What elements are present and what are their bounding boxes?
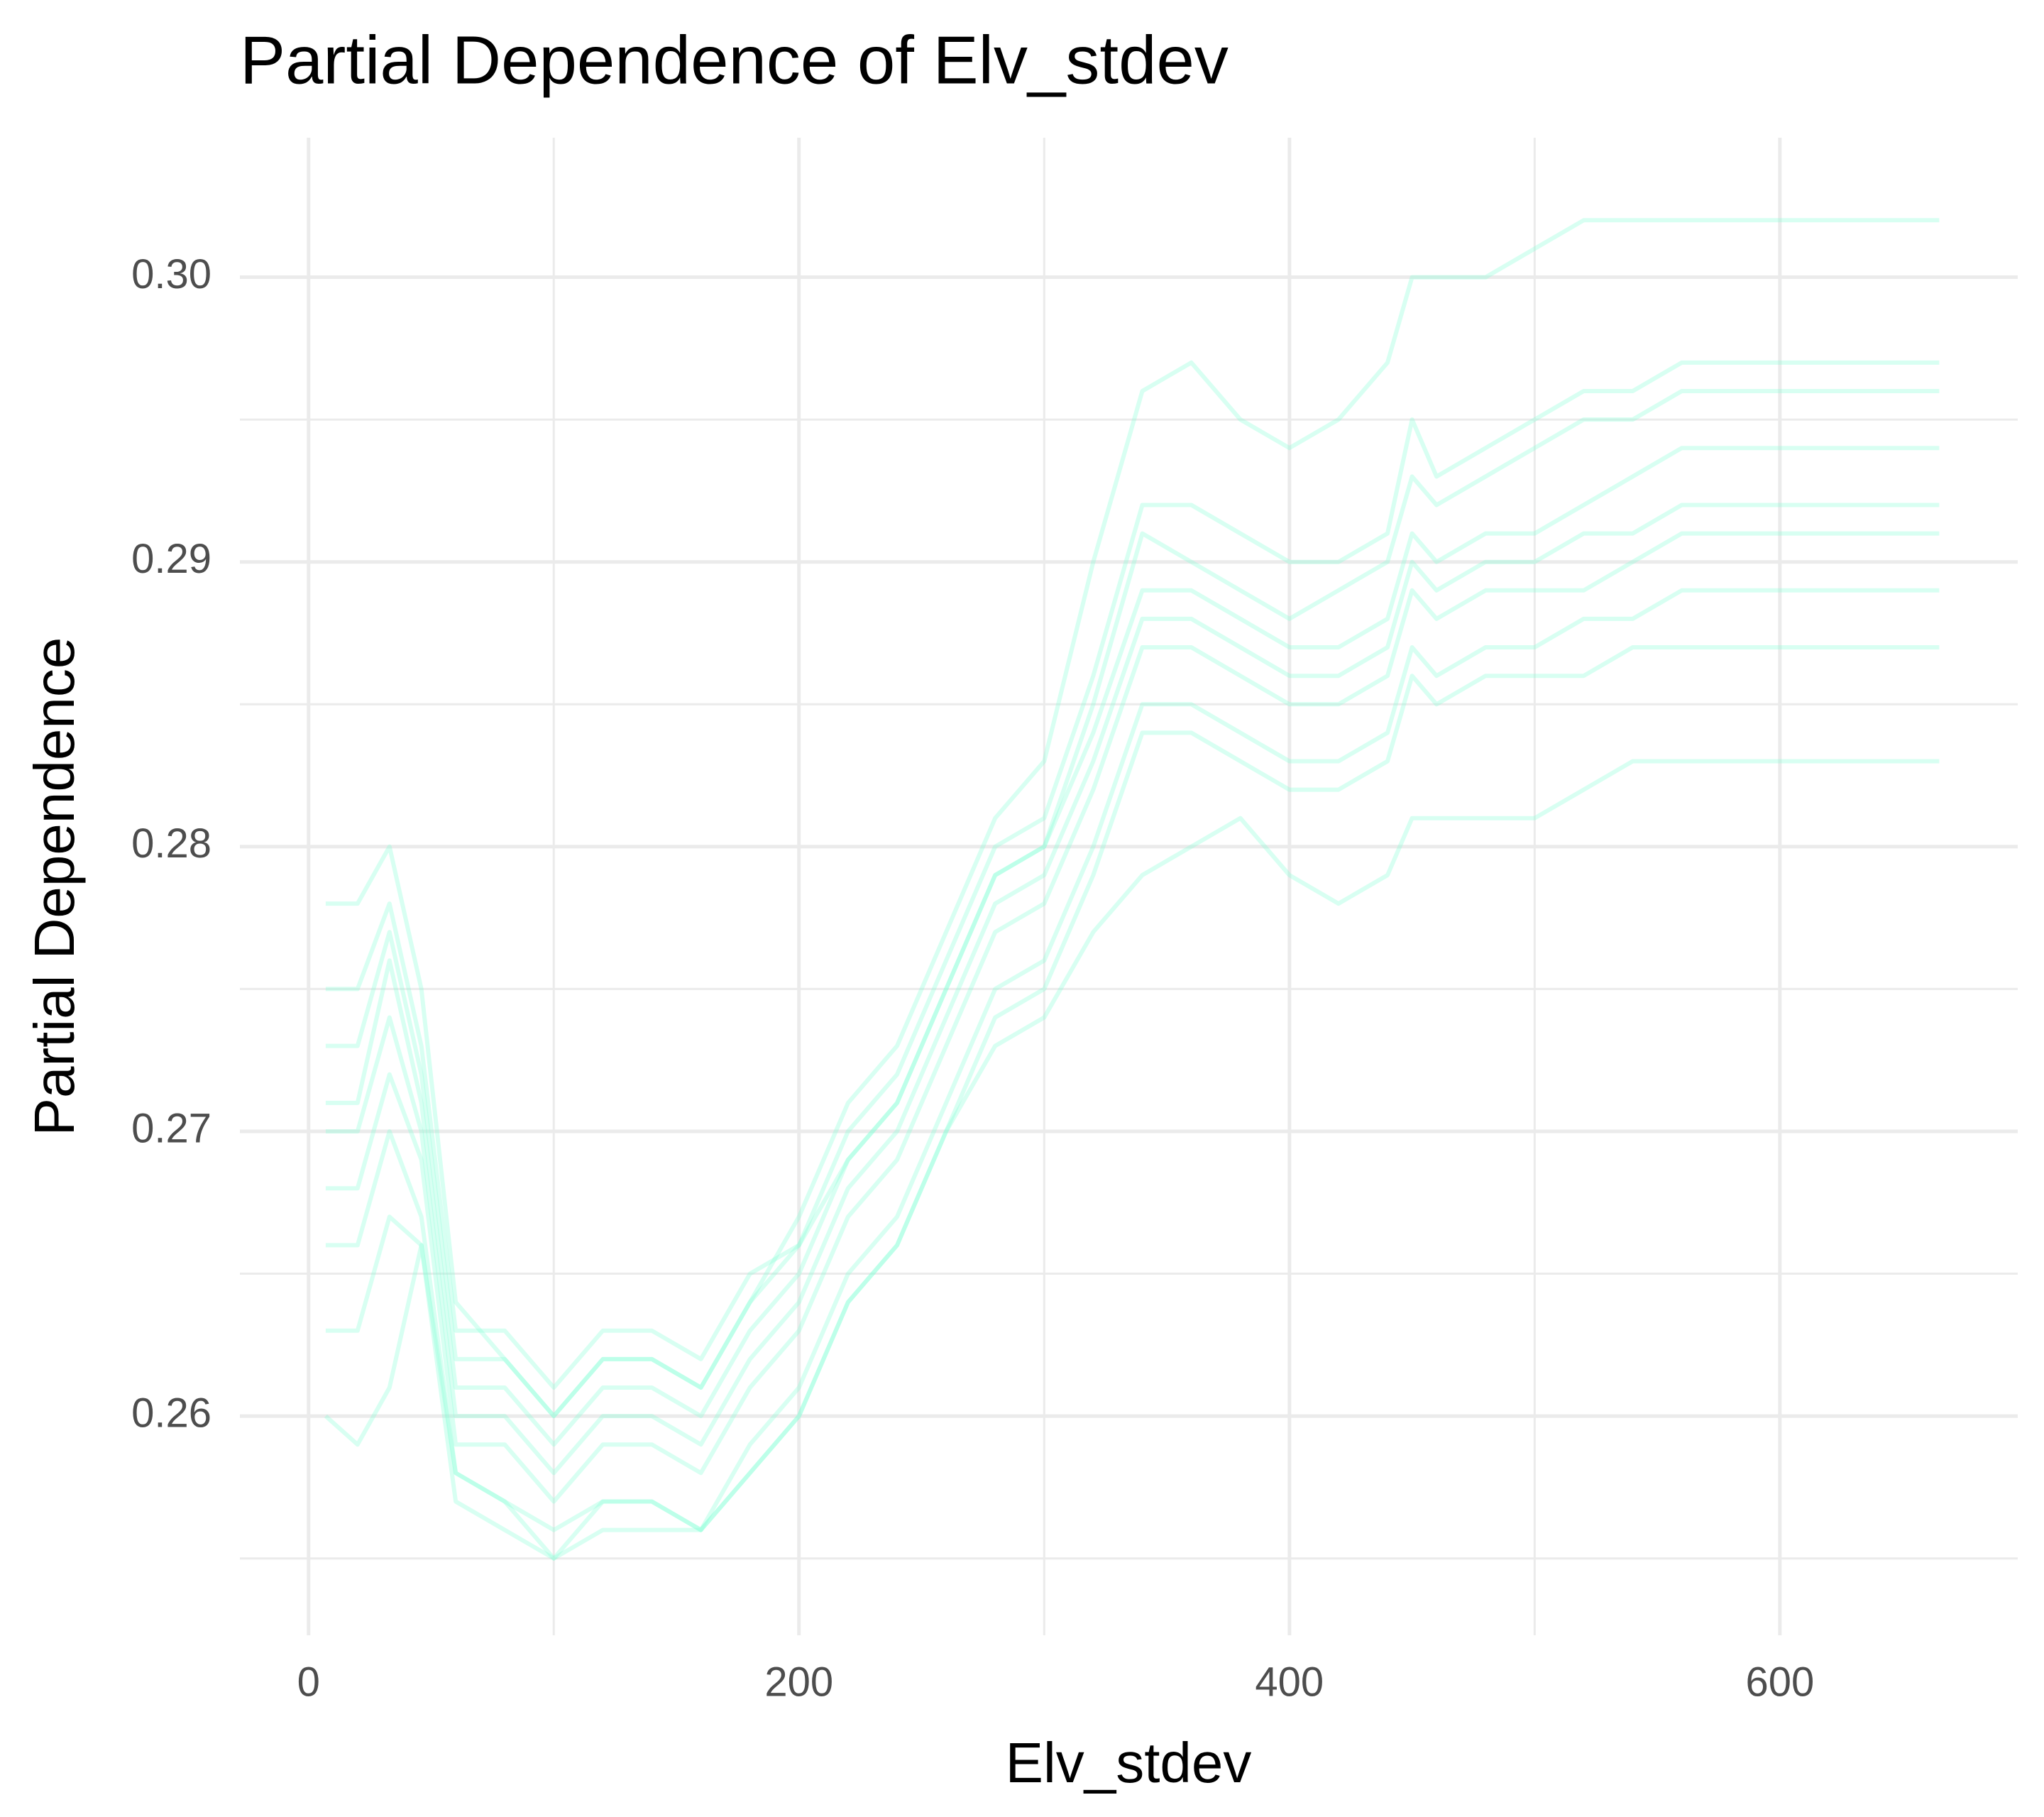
ice-line: [325, 588, 1940, 1561]
x-tick-label: 600: [1745, 1659, 1814, 1705]
x-tick-label: 200: [764, 1659, 833, 1705]
y-tick-label: 0.30: [131, 251, 211, 297]
x-tick-label: 0: [297, 1659, 320, 1705]
x-axis-title: Elv_stdev: [1006, 1731, 1252, 1794]
y-axis-title: Partial Dependence: [23, 637, 86, 1136]
y-tick-label: 0.28: [131, 820, 211, 867]
y-tick-label: 0.29: [131, 536, 211, 582]
ice-line: [325, 531, 1940, 1504]
ice-line: [325, 503, 1940, 1476]
ice-line: [325, 645, 1940, 1561]
ice-line: [325, 218, 1940, 1419]
ice-line: [325, 360, 1940, 1419]
y-tick-label: 0.26: [131, 1390, 211, 1436]
chart-title: Partial Dependence of Elv_stdev: [240, 22, 1229, 98]
ice-line: [324, 759, 1940, 1532]
y-tick-label: 0.27: [131, 1105, 211, 1151]
x-tick-label: 400: [1255, 1659, 1324, 1705]
ice-line: [325, 446, 1940, 1447]
ice-line: [325, 389, 1940, 1390]
